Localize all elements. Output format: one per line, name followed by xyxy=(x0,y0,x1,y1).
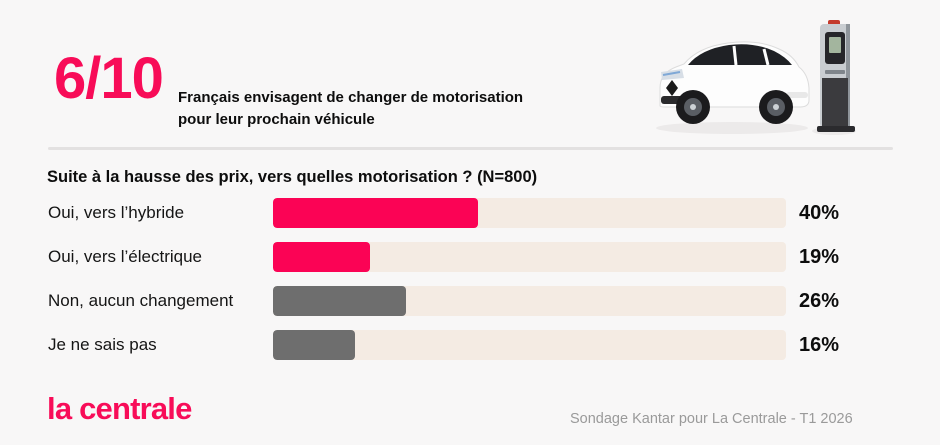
bar-row: Oui, vers l’hybride 40% xyxy=(48,198,893,228)
bar-value: 40% xyxy=(799,201,840,224)
bar-row: Je ne sais pas 16% xyxy=(48,330,893,360)
bar-value: 16% xyxy=(799,333,840,356)
bar-fill xyxy=(273,198,479,228)
bar-track xyxy=(273,286,786,316)
bar-track xyxy=(273,198,786,228)
electric-car-illustration xyxy=(648,12,860,142)
bar-fill xyxy=(273,286,407,316)
chart-title: Suite à la hausse des prix, vers quelles… xyxy=(47,168,538,186)
bar-label: Oui, vers l’électrique xyxy=(48,247,203,266)
headline-subtitle: Français envisagent de changer de motori… xyxy=(178,87,523,131)
bar-value: 19% xyxy=(799,245,840,268)
bar-fill xyxy=(273,242,371,272)
bar-label: Je ne sais pas xyxy=(48,335,157,354)
divider xyxy=(48,147,893,150)
headline-subtitle-line1: Français envisagent de changer de motori… xyxy=(178,89,524,106)
bar-fill xyxy=(273,330,356,360)
bar-value: 26% xyxy=(799,289,840,312)
headline-subtitle-line2: pour leur prochain véhicule xyxy=(178,111,375,128)
bar-chart: Oui, vers l’hybride 40% Oui, vers l’élec… xyxy=(48,198,893,374)
la-centrale-logo: la centrale xyxy=(47,391,192,426)
bar-label: Oui, vers l’hybride xyxy=(48,203,185,222)
source-caption: Sondage Kantar pour La Centrale - T1 202… xyxy=(570,411,853,427)
bar-track xyxy=(273,330,786,360)
headline-stat: 6/10 xyxy=(54,46,164,111)
bar-label: Non, aucun changement xyxy=(48,291,234,310)
car-charging-station-icon xyxy=(656,20,856,135)
bar-track xyxy=(273,242,786,272)
bar-row: Non, aucun changement 26% xyxy=(48,286,893,316)
bar-row: Oui, vers l’électrique 19% xyxy=(48,242,893,272)
